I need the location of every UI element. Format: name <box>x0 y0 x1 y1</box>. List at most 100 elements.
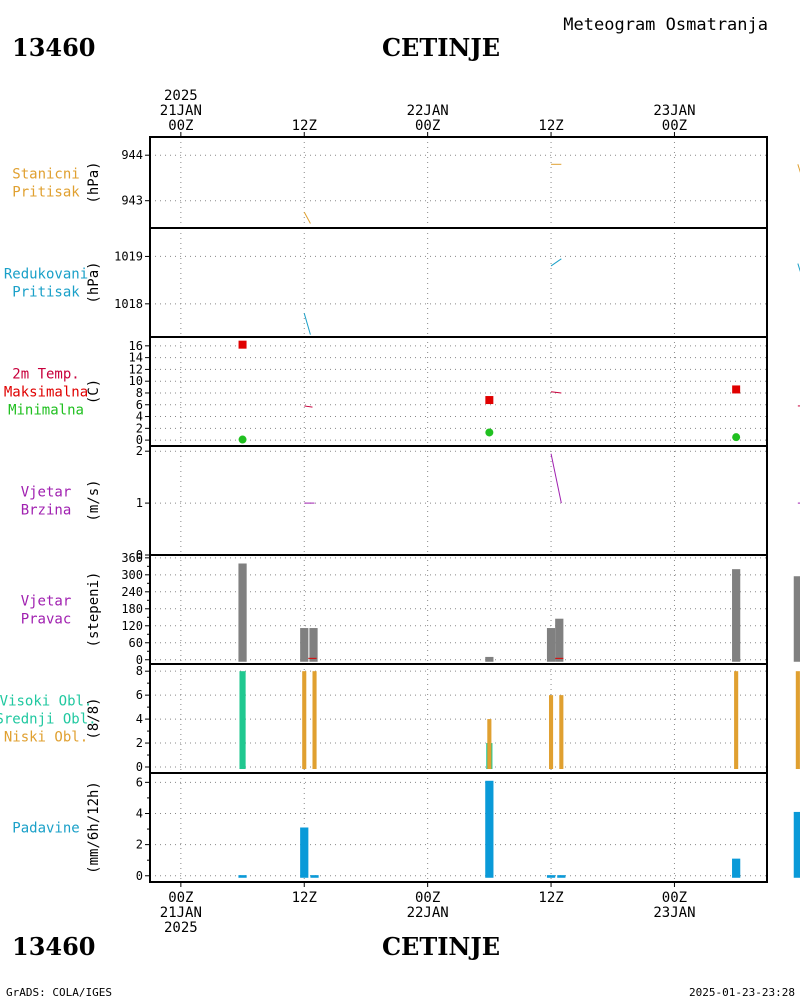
panel-wind-direction: 0 60 120 180 240 300 360 (stepeni) Vjetar Pravac <box>21 551 800 667</box>
panel-label: Stanicni <box>12 167 79 183</box>
y-axis-label: (mm/6h/12h) <box>86 781 102 874</box>
station-id-bottom: 13460 <box>12 932 96 961</box>
panel-frame <box>149 227 768 338</box>
top-time-label: 22JAN <box>407 103 449 119</box>
panel-label: Padavine <box>12 821 79 837</box>
panel-label: Vjetar <box>21 485 72 501</box>
bar <box>302 671 307 770</box>
panel-label: Pravac <box>21 612 72 628</box>
y-tick-label: 1018 <box>114 297 143 311</box>
y-tick-label: 300 <box>121 568 143 582</box>
min-temp-marker <box>732 433 741 442</box>
panel-clouds: 0 2 4 6 8 (8/8)Visoki Obl. Srednji Obl. Niski O… <box>0 663 800 774</box>
panel-label: Brzina <box>21 503 72 519</box>
y-tick-label: 4 <box>136 806 143 820</box>
bar <box>734 671 739 770</box>
top-time-label: 00Z <box>415 118 440 134</box>
max-temp-marker <box>238 340 247 349</box>
top-time-label: 00Z <box>662 118 687 134</box>
bar <box>793 811 800 878</box>
bar <box>300 628 309 662</box>
y-tick-label: 2 <box>136 838 143 852</box>
series-segment <box>550 258 562 267</box>
bar <box>732 569 741 662</box>
y-tick-label: 180 <box>121 602 143 616</box>
y-tick-label: 943 <box>121 194 143 208</box>
y-tick-label: 6 <box>136 398 143 412</box>
panels-group: 943944(hPa)StanicniPritisak10181019(hPa)… <box>0 136 800 883</box>
y-tick-label: 12 <box>129 362 143 376</box>
bar <box>732 858 741 878</box>
min-temp-marker <box>485 428 494 437</box>
bottom-time-label: 00Z <box>415 890 440 906</box>
panel-label: Minimalna <box>8 403 84 419</box>
max-temp-marker <box>732 385 741 394</box>
y-tick-label: 0 <box>136 433 143 447</box>
bottom-time-label: 12Z <box>538 890 563 906</box>
top-time-label: 12Z <box>538 118 563 134</box>
panel-label: Redukovani <box>4 267 88 283</box>
panel-wind-speed: 0 1 2 (m/s) Vjetar Brzina <box>21 444 800 562</box>
bottom-time-label: 00Z <box>662 890 687 906</box>
bottom-time-label: 00Z <box>168 890 193 906</box>
bar <box>485 780 494 878</box>
y-axis-label: (hPa) <box>86 161 102 203</box>
top-time-label: 00Z <box>168 118 193 134</box>
bar <box>239 671 246 770</box>
bar <box>312 671 317 770</box>
series-segment <box>303 211 311 224</box>
footer-timestamp: 2025-01-23-23:28 <box>689 986 795 999</box>
bar <box>238 563 247 662</box>
station-name-bottom: CETINJE <box>382 932 500 961</box>
y-tick-label: 8 <box>136 386 143 400</box>
y-tick-label: 120 <box>121 619 143 633</box>
bar <box>309 628 318 662</box>
y-axis-label: (m/s) <box>86 479 102 521</box>
bottom-time-label: 21JAN <box>160 905 202 921</box>
series-segment <box>304 405 313 408</box>
y-tick-label: 10 <box>129 374 143 388</box>
y-tick-label: 16 <box>129 339 143 353</box>
y-tick-label: 944 <box>121 148 143 162</box>
series-segment <box>797 263 800 273</box>
y-tick-label: 2 <box>136 444 143 458</box>
y-tick-label: 14 <box>129 351 143 365</box>
bottom-time-label: 22JAN <box>407 905 449 921</box>
bar <box>487 719 492 770</box>
y-tick-label: 2 <box>136 421 143 435</box>
panel-label: Vjetar <box>21 594 72 610</box>
y-tick-label: 2 <box>136 736 143 750</box>
y-axis-label: (8/8) <box>86 697 102 739</box>
max-temp-marker <box>485 396 494 405</box>
bottom-time-label: 12Z <box>292 890 317 906</box>
panel-label: Pritisak <box>12 185 80 201</box>
footer-credit: GrADS: COLA/IGES <box>6 986 112 999</box>
y-tick-label: 0 <box>136 653 143 667</box>
y-tick-label: 0 <box>136 548 143 562</box>
chart-title: Meteogram Osmatranja <box>563 15 768 35</box>
y-tick-label: 6 <box>136 775 143 789</box>
y-axis-label: (stepeni) <box>86 572 102 648</box>
panel-label: Pritisak <box>12 285 80 301</box>
y-tick-label: 240 <box>121 585 143 599</box>
top-time-label: 2025 <box>164 88 198 104</box>
panel-label: Srednji Obl. <box>0 712 97 728</box>
series-segment <box>797 164 800 173</box>
panel-label: 2m Temp. <box>12 367 79 383</box>
y-tick-label: 1 <box>136 496 143 510</box>
y-tick-label: 6 <box>136 688 143 702</box>
top-time-label: 23JAN <box>653 103 695 119</box>
series-segment <box>550 391 562 394</box>
y-tick-label: 0 <box>136 760 143 774</box>
panel-frame <box>149 772 768 883</box>
bar <box>485 656 494 662</box>
y-tick-label: 360 <box>121 551 143 565</box>
panel-frame <box>149 336 768 447</box>
bar <box>546 875 556 878</box>
bar <box>557 875 566 878</box>
y-tick-label: 60 <box>129 636 143 650</box>
